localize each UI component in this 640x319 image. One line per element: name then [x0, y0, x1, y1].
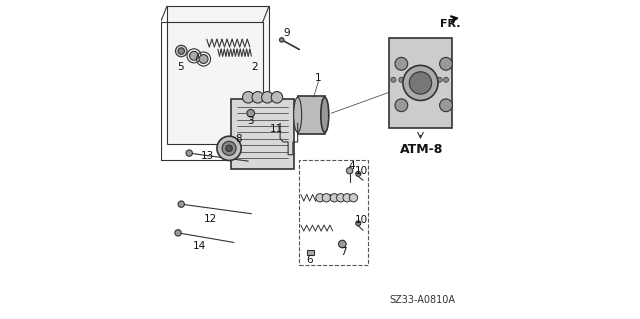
Circle shape	[199, 55, 208, 63]
Circle shape	[346, 167, 353, 174]
Bar	[307, 250, 314, 255]
Circle shape	[440, 99, 452, 112]
Ellipse shape	[321, 97, 329, 132]
Text: SZ33-A0810A: SZ33-A0810A	[389, 295, 455, 305]
Text: ATM-8: ATM-8	[401, 144, 444, 156]
Bar	[388, 38, 452, 128]
Bar	[298, 96, 324, 134]
Text: 13: 13	[201, 151, 214, 161]
Circle shape	[175, 45, 187, 57]
Circle shape	[339, 240, 346, 248]
Circle shape	[356, 171, 361, 176]
Text: 11: 11	[269, 124, 283, 134]
Text: 7: 7	[340, 247, 346, 257]
Circle shape	[403, 65, 438, 100]
Circle shape	[178, 48, 184, 54]
Circle shape	[222, 141, 236, 155]
Circle shape	[262, 92, 273, 103]
Circle shape	[408, 77, 413, 82]
Circle shape	[440, 57, 452, 70]
Polygon shape	[167, 6, 269, 144]
Circle shape	[280, 38, 284, 42]
Bar	[230, 99, 294, 169]
Circle shape	[175, 230, 181, 236]
Circle shape	[437, 77, 442, 82]
Circle shape	[395, 99, 408, 112]
Circle shape	[316, 194, 324, 202]
Circle shape	[399, 77, 404, 82]
Circle shape	[444, 77, 449, 82]
Text: 12: 12	[204, 213, 216, 224]
Circle shape	[337, 194, 345, 202]
Circle shape	[322, 194, 330, 202]
Text: 9: 9	[283, 28, 290, 39]
Text: 5: 5	[177, 62, 184, 72]
Circle shape	[356, 221, 361, 226]
Bar	[300, 160, 368, 265]
Text: 6: 6	[307, 255, 313, 265]
Text: 14: 14	[193, 241, 206, 251]
Circle shape	[271, 92, 283, 103]
Circle shape	[330, 194, 339, 202]
Text: 3: 3	[248, 116, 254, 126]
Circle shape	[178, 201, 184, 207]
Circle shape	[349, 194, 358, 202]
Circle shape	[226, 145, 232, 152]
Circle shape	[417, 77, 422, 82]
Circle shape	[252, 92, 264, 103]
Circle shape	[217, 136, 241, 160]
Text: 1: 1	[315, 73, 322, 83]
Text: 2: 2	[252, 62, 258, 72]
Circle shape	[189, 51, 198, 60]
Text: 4: 4	[348, 161, 355, 171]
Circle shape	[247, 109, 255, 117]
Text: 8: 8	[236, 134, 242, 144]
Text: 10: 10	[355, 215, 368, 225]
Text: 10: 10	[355, 166, 368, 176]
Circle shape	[343, 194, 351, 202]
Circle shape	[410, 72, 431, 94]
Circle shape	[426, 77, 431, 82]
Text: FR.: FR.	[440, 19, 460, 29]
Circle shape	[186, 150, 193, 156]
Ellipse shape	[294, 97, 301, 132]
Circle shape	[395, 57, 408, 70]
Circle shape	[243, 92, 254, 103]
Circle shape	[391, 77, 396, 82]
